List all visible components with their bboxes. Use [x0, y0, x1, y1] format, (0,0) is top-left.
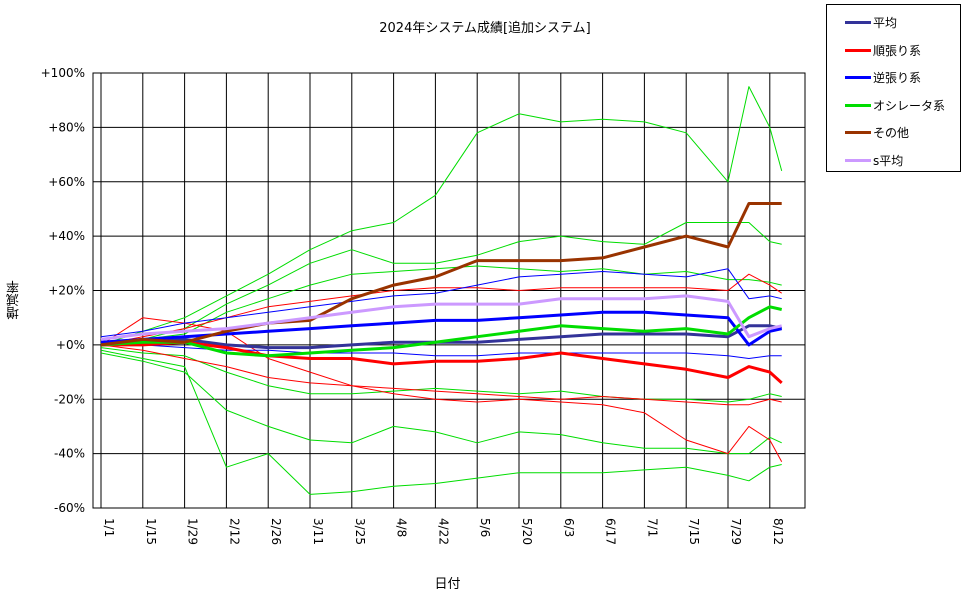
x-tick-label: 1/29	[186, 518, 200, 545]
x-tick-label: 1/1	[102, 518, 116, 537]
legend-label: その他	[873, 126, 910, 140]
y-tick-label: +40%	[48, 229, 85, 243]
system-line-16	[100, 341, 782, 359]
y-tick-label: -40%	[54, 447, 85, 461]
legend-swatch	[845, 103, 871, 107]
legend-label: 順張り系	[873, 43, 922, 58]
y-tick-label: -20%	[54, 392, 85, 406]
system-line-7	[100, 349, 782, 495]
x-tick-label: 5/20	[520, 518, 534, 545]
series-line-1	[101, 340, 783, 385]
x-tick-label: 8/12	[771, 518, 785, 545]
legend-swatch	[845, 76, 871, 79]
legend-swatch	[845, 21, 871, 24]
system-line-6	[100, 86, 783, 346]
series-line-0	[100, 324, 783, 350]
legend-label: 逆張り系	[873, 71, 922, 85]
chart-title: 2024年システム成績[追加システム]	[379, 21, 591, 36]
x-tick-label: 5/6	[478, 518, 492, 537]
y-tick-label: +80%	[48, 120, 85, 134]
x-tick-label: 4/22	[436, 518, 450, 545]
legend-label: s平均	[873, 153, 904, 168]
x-tick-label: 7/15	[687, 518, 701, 545]
legend: 平均順張り系逆張り系オシレータ系 その他 s平均	[826, 4, 961, 172]
legend-label: 平均	[873, 16, 898, 30]
system-line-8	[100, 222, 782, 346]
series-line-5	[100, 294, 783, 341]
y-axis-label: 増減率	[7, 280, 22, 320]
series-line-3	[100, 305, 783, 358]
y-tick-label: +0%	[56, 338, 85, 352]
y-tick-label: +20%	[48, 284, 85, 298]
system-line-15	[100, 268, 782, 338]
x-tick-label: 1/15	[144, 518, 158, 545]
x-tick-label: 3/25	[353, 518, 367, 545]
system-line-11	[100, 347, 782, 403]
system-line-10	[100, 265, 782, 346]
legend-label: オシレータ系	[873, 98, 946, 113]
legend-swatch	[845, 158, 871, 162]
y-tick-label: -60%	[54, 501, 85, 515]
x-tick-label: 4/8	[395, 518, 409, 537]
y-tick-label: +60%	[48, 175, 85, 189]
legend-swatch	[845, 48, 871, 52]
x-axis-label: 日付	[434, 577, 461, 592]
y-tick-label: +100%	[41, 66, 85, 80]
x-tick-label: 6/3	[562, 518, 576, 537]
legend-swatch	[845, 131, 871, 134]
series-line-4	[100, 202, 782, 347]
x-tick-label: 7/29	[729, 518, 743, 545]
system-line-14	[100, 344, 782, 406]
x-tick-label: 6/17	[604, 518, 618, 545]
x-tick-label: 2/26	[269, 518, 283, 545]
x-tick-label: 2/12	[227, 518, 241, 545]
x-tick-label: 3/11	[311, 518, 325, 545]
series-line-2	[100, 310, 783, 347]
x-tick-label: 7/1	[645, 518, 659, 537]
